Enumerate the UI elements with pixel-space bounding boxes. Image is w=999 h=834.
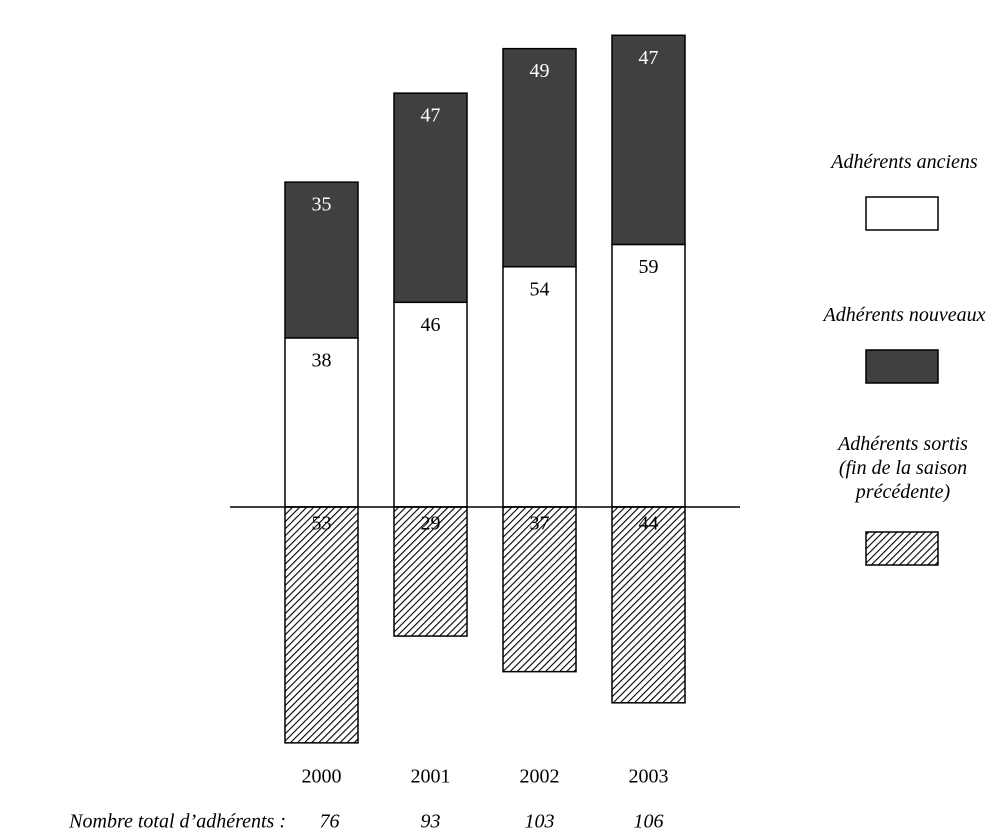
x-tick-label: 2001 — [411, 766, 451, 788]
bar-segment — [502, 265, 577, 508]
total-value: 103 — [525, 811, 555, 833]
x-tick-label: 2002 — [520, 766, 560, 788]
totals-label: Nombre total d’adhérents : — [68, 811, 286, 833]
data-label: 35 — [312, 194, 332, 216]
data-label: 44 — [639, 513, 659, 535]
x-tick-label: 2000 — [302, 766, 342, 788]
total-value: 76 — [320, 811, 340, 833]
bar-segment — [284, 337, 359, 508]
bar-segment — [284, 506, 359, 744]
data-label: 47 — [421, 105, 441, 127]
data-label: 38 — [312, 349, 332, 371]
bar-segment — [393, 506, 468, 637]
legend-label: Adhérents sortis (fin de la saison précé… — [838, 433, 968, 503]
legend-swatch — [865, 196, 939, 231]
data-label: 54 — [530, 278, 550, 300]
data-label: 47 — [639, 47, 659, 69]
legend-label: Adhérents nouveaux — [823, 304, 986, 326]
x-tick-label: 2003 — [629, 766, 669, 788]
legend-label: Adhérents anciens — [831, 151, 978, 173]
bar-segment — [393, 92, 468, 304]
legend-swatch — [865, 531, 939, 566]
data-label: 46 — [421, 314, 441, 336]
total-value: 106 — [634, 811, 664, 833]
bar-segment — [502, 47, 577, 268]
bar-segment — [502, 506, 577, 673]
data-label: 59 — [639, 256, 659, 278]
data-label: 29 — [421, 513, 441, 535]
legend-swatch — [865, 349, 939, 384]
data-label: 53 — [312, 513, 332, 535]
bar-segment — [284, 181, 359, 339]
bar-segment — [611, 506, 686, 704]
data-label: 49 — [530, 60, 550, 82]
bar-segment — [611, 243, 686, 508]
bar-segment — [611, 34, 686, 246]
data-label: 37 — [530, 513, 550, 535]
total-value: 93 — [421, 811, 441, 833]
